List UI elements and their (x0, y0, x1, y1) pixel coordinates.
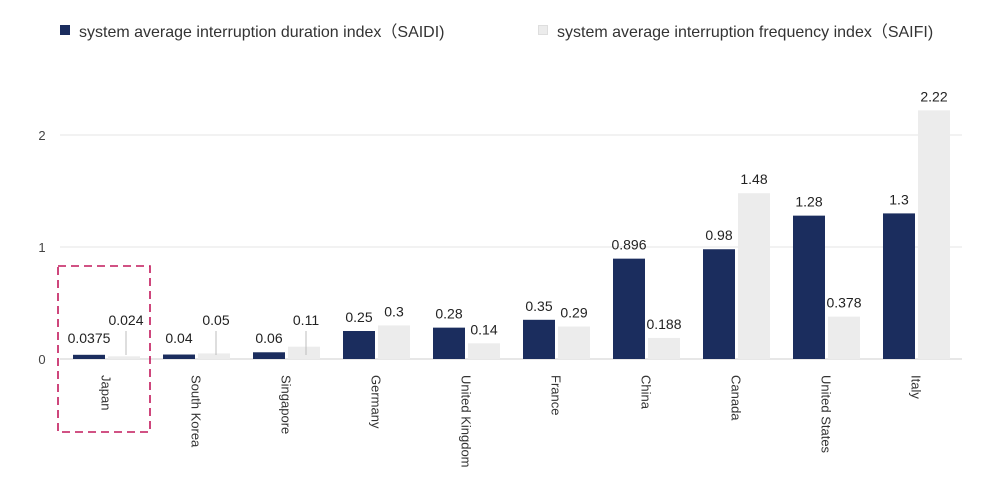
bar-saifi-1 (198, 353, 230, 359)
value-label-saifi-4: 0.14 (470, 321, 497, 337)
y-tick-label-1: 1 (38, 240, 45, 255)
category-label-4: United Kingdom (459, 375, 474, 468)
bar-saidi-5 (523, 319, 555, 359)
legend-swatch-saidi (60, 25, 70, 35)
bar-saifi-7 (738, 193, 770, 359)
value-label-saidi-3: 0.25 (345, 309, 372, 325)
bar-saidi-6 (613, 258, 645, 359)
value-label-saidi-7: 0.98 (705, 227, 732, 243)
legend-label-saidi: system average interruption duration ind… (79, 24, 445, 41)
legend-label-saifi: system average interruption frequency in… (557, 24, 934, 41)
legend-item-saifi: system average interruption frequency in… (538, 18, 933, 42)
value-label-saifi-5: 0.29 (560, 305, 587, 321)
bar-saifi-6 (648, 337, 680, 359)
bar-saifi-3 (378, 325, 410, 359)
y-tick-label-2: 2 (38, 128, 45, 143)
legend-swatch-saifi (538, 25, 548, 35)
value-label-saifi-7: 1.48 (740, 171, 767, 187)
legend: system average interruption duration ind… (60, 18, 960, 44)
bar-saidi-8 (793, 215, 825, 359)
category-label-3: Germany (369, 375, 384, 429)
highlight-box (57, 265, 151, 433)
category-label-5: France (549, 375, 564, 415)
bar-saidi-9 (883, 213, 915, 359)
category-label-8: United States (819, 375, 834, 454)
bar-saifi-4 (468, 343, 500, 359)
legend-item-saidi: system average interruption duration ind… (60, 18, 445, 42)
value-label-saidi-0: 0.0375 (68, 330, 111, 346)
category-label-7: Canada (729, 375, 744, 421)
category-label-6: China (639, 375, 654, 410)
value-label-saifi-0: 0.024 (108, 312, 143, 328)
value-label-saidi-5: 0.35 (525, 298, 552, 314)
value-label-saifi-8: 0.378 (826, 295, 861, 311)
bar-saifi-2 (288, 346, 320, 359)
bar-saidi-0 (73, 354, 105, 359)
bar-saidi-7 (703, 249, 735, 359)
value-label-saidi-1: 0.04 (165, 330, 192, 346)
value-label-saifi-2: 0.11 (293, 312, 319, 328)
bar-saidi-3 (343, 331, 375, 359)
value-label-saifi-6: 0.188 (646, 316, 681, 332)
category-label-0: Japan (99, 375, 114, 410)
category-label-2: Singapore (279, 375, 294, 434)
y-tick-label-0: 0 (38, 352, 45, 367)
value-label-saidi-2: 0.06 (255, 330, 282, 346)
bar-saifi-5 (558, 326, 590, 359)
value-label-saifi-3: 0.3 (384, 303, 404, 319)
value-label-saifi-9: 2.22 (920, 88, 947, 104)
bar-saidi-4 (433, 327, 465, 359)
value-label-saidi-4: 0.28 (435, 306, 462, 322)
bar-saifi-9 (918, 110, 950, 359)
category-label-9: Italy (909, 375, 924, 399)
value-label-saidi-8: 1.28 (795, 194, 822, 210)
bar-saidi-2 (253, 352, 285, 359)
bar-saidi-1 (163, 354, 195, 359)
bar-saifi-0 (108, 356, 140, 359)
value-label-saifi-1: 0.05 (202, 312, 229, 328)
bar-saifi-8 (828, 316, 860, 359)
value-label-saidi-6: 0.896 (611, 237, 646, 253)
category-label-1: South Korea (189, 375, 204, 448)
value-label-saidi-9: 1.3 (889, 191, 909, 207)
